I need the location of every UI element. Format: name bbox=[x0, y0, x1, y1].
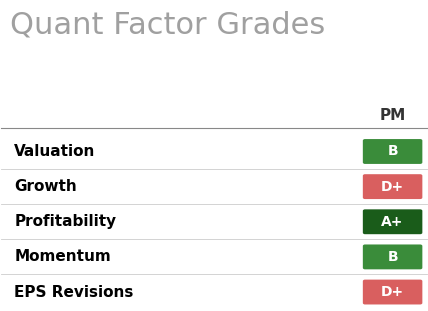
FancyBboxPatch shape bbox=[363, 174, 422, 199]
Text: B: B bbox=[387, 145, 398, 159]
Text: B: B bbox=[387, 250, 398, 264]
FancyBboxPatch shape bbox=[363, 139, 422, 164]
Text: Valuation: Valuation bbox=[14, 144, 95, 159]
Text: Momentum: Momentum bbox=[14, 249, 111, 264]
Text: EPS Revisions: EPS Revisions bbox=[14, 285, 134, 299]
FancyBboxPatch shape bbox=[363, 209, 422, 234]
FancyBboxPatch shape bbox=[363, 244, 422, 269]
Text: Growth: Growth bbox=[14, 179, 77, 194]
Text: Quant Factor Grades: Quant Factor Grades bbox=[10, 11, 325, 39]
Text: D+: D+ bbox=[381, 180, 404, 194]
Text: A+: A+ bbox=[381, 215, 404, 229]
Text: Profitability: Profitability bbox=[14, 214, 116, 229]
Text: PM: PM bbox=[380, 108, 406, 123]
FancyBboxPatch shape bbox=[363, 280, 422, 304]
Text: D+: D+ bbox=[381, 285, 404, 299]
